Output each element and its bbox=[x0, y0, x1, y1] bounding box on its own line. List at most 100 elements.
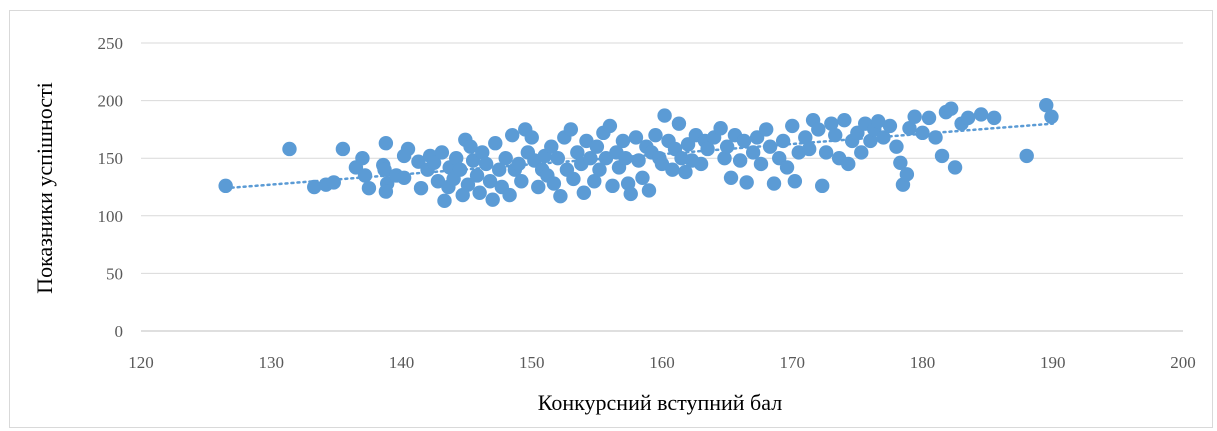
data-point bbox=[641, 183, 657, 198]
data-point bbox=[463, 139, 478, 154]
data-point bbox=[907, 109, 922, 124]
data-point bbox=[871, 114, 886, 129]
data-point bbox=[882, 118, 898, 134]
data-point bbox=[745, 145, 761, 160]
data-point bbox=[524, 130, 539, 145]
data-point bbox=[824, 116, 839, 131]
data-point bbox=[475, 145, 490, 160]
data-point bbox=[943, 101, 959, 116]
data-point bbox=[960, 110, 976, 126]
data-point bbox=[759, 122, 774, 137]
data-point bbox=[396, 170, 412, 185]
data-point bbox=[335, 141, 351, 157]
data-point bbox=[282, 141, 297, 157]
data-point bbox=[648, 127, 663, 143]
data-point bbox=[605, 178, 620, 194]
data-point bbox=[544, 139, 559, 154]
data-point bbox=[485, 192, 500, 207]
chart-frame bbox=[9, 10, 1213, 428]
data-point bbox=[854, 145, 869, 160]
data-point bbox=[550, 151, 565, 166]
data-point bbox=[635, 170, 650, 185]
data-point bbox=[889, 139, 904, 154]
data-point bbox=[928, 130, 943, 145]
data-point bbox=[1044, 109, 1059, 124]
data-point bbox=[623, 186, 638, 202]
data-point bbox=[469, 168, 485, 183]
y-tick-label: 200 bbox=[98, 92, 124, 111]
data-point bbox=[307, 179, 322, 195]
data-point bbox=[736, 133, 752, 149]
data-point bbox=[378, 184, 394, 199]
data-point bbox=[723, 170, 739, 185]
y-tick-label: 100 bbox=[98, 207, 124, 226]
x-tick-label: 200 bbox=[1170, 353, 1196, 372]
data-point bbox=[811, 122, 826, 137]
data-point bbox=[779, 160, 795, 175]
x-tick-label: 190 bbox=[1040, 353, 1066, 372]
x-tick-label: 160 bbox=[649, 353, 675, 372]
data-point bbox=[576, 185, 592, 200]
data-point bbox=[766, 176, 782, 191]
data-points bbox=[218, 98, 1059, 209]
y-tick-labels: 0 50 100 150 200 250 bbox=[98, 34, 124, 341]
data-point bbox=[615, 133, 631, 149]
data-point bbox=[739, 175, 754, 190]
data-point bbox=[326, 175, 341, 190]
data-point bbox=[434, 145, 450, 160]
data-point bbox=[678, 164, 693, 180]
data-point bbox=[818, 145, 834, 160]
data-point bbox=[665, 162, 680, 177]
data-point bbox=[973, 107, 989, 122]
data-point bbox=[355, 151, 370, 166]
data-point bbox=[460, 177, 476, 192]
data-point bbox=[570, 145, 585, 160]
x-tick-label: 120 bbox=[128, 353, 154, 372]
data-point bbox=[732, 153, 748, 168]
data-point bbox=[472, 185, 487, 200]
data-point bbox=[815, 178, 830, 194]
data-point bbox=[514, 174, 529, 189]
data-point bbox=[753, 156, 769, 172]
data-point bbox=[1039, 98, 1054, 113]
data-point bbox=[876, 130, 891, 145]
x-tick-labels: 120 130 140 150 160 170 180 190 200 bbox=[128, 353, 1196, 372]
data-point bbox=[785, 118, 800, 134]
data-point bbox=[478, 156, 494, 172]
y-tick-label: 0 bbox=[115, 322, 124, 341]
data-point bbox=[413, 180, 429, 196]
data-point bbox=[587, 174, 602, 189]
data-point bbox=[671, 116, 687, 131]
data-point bbox=[657, 108, 672, 123]
data-point bbox=[934, 148, 950, 164]
data-point bbox=[902, 121, 917, 136]
data-point bbox=[717, 151, 732, 166]
x-tick-label: 150 bbox=[519, 353, 545, 372]
data-point bbox=[893, 155, 908, 171]
data-point bbox=[719, 139, 735, 154]
y-tick-label: 250 bbox=[98, 34, 124, 53]
data-point bbox=[1019, 148, 1034, 164]
data-point bbox=[452, 162, 468, 177]
data-point bbox=[426, 155, 442, 171]
data-point bbox=[899, 167, 915, 182]
data-point bbox=[357, 168, 373, 183]
data-point bbox=[546, 176, 562, 191]
data-point bbox=[563, 122, 579, 137]
y-tick-label: 50 bbox=[106, 264, 123, 283]
data-point bbox=[693, 156, 709, 172]
data-point bbox=[491, 162, 507, 177]
data-point bbox=[488, 136, 503, 151]
data-point bbox=[775, 133, 791, 149]
data-point bbox=[828, 127, 843, 143]
data-point bbox=[602, 118, 618, 134]
data-point bbox=[511, 156, 526, 172]
data-point bbox=[553, 189, 568, 204]
data-point bbox=[449, 151, 464, 166]
data-point bbox=[798, 130, 813, 145]
data-point bbox=[589, 139, 605, 154]
data-point bbox=[566, 171, 581, 187]
data-point bbox=[505, 127, 520, 143]
x-axis-title: Конкурсний вступний бал bbox=[538, 390, 782, 415]
